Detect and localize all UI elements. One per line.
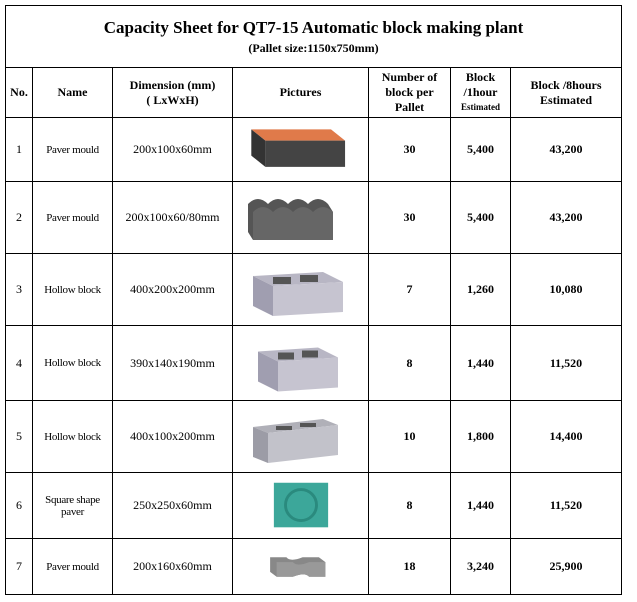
cell: 14,400: [509, 400, 623, 473]
cell: 1: [5, 117, 33, 182]
picture-cell: [232, 117, 369, 182]
header-text: Name: [57, 85, 88, 99]
cell: 200x160x60mm: [112, 538, 233, 595]
cell: 8: [368, 472, 451, 539]
cell: 5,400: [450, 117, 511, 182]
header-text: Block: [465, 70, 496, 84]
cell: Hollow block: [32, 400, 113, 473]
picture-cell: [232, 472, 369, 539]
header-text: Pictures: [279, 85, 322, 99]
header-cell: Dimension (mm)( LxWxH): [112, 67, 233, 118]
header-text: No.: [10, 85, 28, 99]
cell: 7: [5, 538, 33, 595]
header-text: Dimension (mm): [129, 77, 216, 92]
cell: 5: [5, 400, 33, 473]
cell: Paver mould: [32, 538, 113, 595]
block-picture: [273, 482, 328, 527]
data-row: 7 Paver mould 200x160x60mm 18 3,240 25,900: [5, 538, 623, 595]
cell: 200x100x60/80mm: [112, 181, 233, 254]
block-picture: [269, 556, 325, 577]
cell: 400x200x200mm: [112, 253, 233, 326]
header-text: Pallet: [394, 100, 425, 114]
block-picture: [252, 418, 338, 463]
data-row: 6 Square shape paver 250x250x60mm 8 1,440 11,…: [5, 472, 623, 539]
header-text: Estimated: [461, 102, 500, 112]
subtitle: (Pallet size:1150x750mm): [248, 40, 379, 55]
block-picture: [252, 271, 343, 316]
cell: 10: [368, 400, 451, 473]
header-cell: Pictures: [232, 67, 369, 118]
header-text: Estimated: [540, 92, 593, 107]
capacity-table: Capacity Sheet for QT7-15 Automatic bloc…: [4, 5, 623, 595]
data-row: 1 Paver mould 200x100x60mm 30 5,400 43,200: [5, 117, 623, 182]
cell: 30: [368, 117, 451, 182]
header-cell: Number of block per Pallet: [368, 67, 451, 118]
cell: 2: [5, 181, 33, 254]
picture-cell: [232, 400, 369, 473]
header-text: ( LxWxH): [146, 92, 199, 107]
cell: 390x140x190mm: [112, 325, 233, 401]
picture-cell: [232, 253, 369, 326]
cell: 1,440: [450, 472, 511, 539]
header-row: No. Name Dimension (mm)( LxWxH) Pictures Num…: [5, 67, 623, 118]
picture-cell: [232, 325, 369, 401]
title-cell: Capacity Sheet for QT7-15 Automatic bloc…: [4, 5, 623, 68]
picture-cell: [232, 181, 369, 254]
cell: 4: [5, 325, 33, 401]
picture-cell: [232, 538, 369, 595]
table-body: Capacity Sheet for QT7-15 Automatic bloc…: [4, 5, 623, 595]
cell: 11,520: [509, 472, 623, 539]
cell: Paver mould: [32, 117, 113, 182]
cell: 1,440: [450, 325, 511, 401]
cell: 3: [5, 253, 33, 326]
cell: 10,080: [509, 253, 623, 326]
cell: 1,260: [450, 253, 511, 326]
cell: 400x100x200mm: [112, 400, 233, 473]
header-cell: Block/1hour Estimated: [450, 67, 511, 118]
data-row: 5 Hollow block 400x100x200mm 10 1,800 14,400: [5, 400, 623, 473]
cell: 8: [368, 325, 451, 401]
block-picture: [247, 198, 333, 240]
cell: Square shape paver: [32, 472, 113, 539]
cell: 43,200: [509, 181, 623, 254]
title: Capacity Sheet for QT7-15 Automatic bloc…: [103, 17, 524, 37]
cell: 7: [368, 253, 451, 326]
cell: 1,800: [450, 400, 511, 473]
cell: 43,200: [509, 117, 623, 182]
header-text: Number of: [381, 70, 438, 84]
block-picture: [257, 347, 338, 391]
cell: Paver mould: [32, 181, 113, 254]
header-text: Block /8hours: [530, 77, 602, 92]
data-row: 4 Hollow block 390x140x190mm 8 1,440 11,520: [5, 325, 623, 401]
header-cell: Name: [32, 67, 113, 118]
block-picture: [250, 128, 345, 167]
data-row: 3 Hollow block 400x200x200mm 7 1,260 10,080: [5, 253, 623, 326]
cell: 25,900: [509, 538, 623, 595]
cell: Hollow block: [32, 325, 113, 401]
header-text: /1hour: [463, 85, 498, 99]
cell: 3,240: [450, 538, 511, 595]
header-text: block per: [385, 85, 434, 99]
cell: Hollow block: [32, 253, 113, 326]
cell: 11,520: [509, 325, 623, 401]
cell: 5,400: [450, 181, 511, 254]
cell: 6: [5, 472, 33, 539]
cell: 200x100x60mm: [112, 117, 233, 182]
cell: 250x250x60mm: [112, 472, 233, 539]
cell: 30: [368, 181, 451, 254]
header-cell: Block /8hours Estimated: [509, 67, 623, 118]
cell: 18: [368, 538, 451, 595]
data-row: 2 Paver mould 200x100x60/80mm 30 5,400 43,200: [5, 181, 623, 254]
header-cell: No.: [5, 67, 33, 118]
